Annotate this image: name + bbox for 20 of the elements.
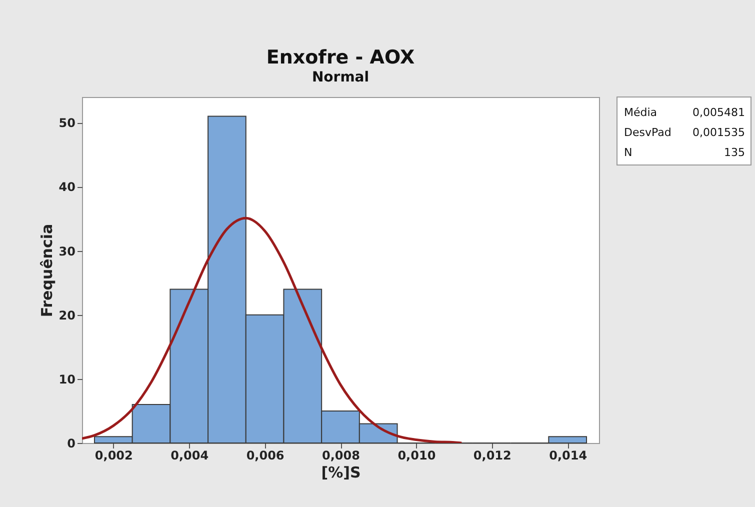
x-tick-label: 0,008 [322,448,360,462]
y-tick-label: 30 [58,244,76,258]
x-tick-label: 0,004 [170,448,209,462]
chart-title: Enxofre - AOX [266,46,415,68]
y-tick-label: 0 [67,436,76,450]
y-tick-label: 10 [58,372,76,386]
text: Média 0,005481 [624,106,745,119]
x-tick-label: 0,006 [246,448,284,462]
x-axis-title: [%]S [321,464,361,482]
x-tick-label: 0,014 [549,448,588,462]
x-tick-label: 0,002 [94,448,133,462]
y-axis-title: Frequência [38,224,56,318]
text: DesvPad 0,001535 [624,126,745,139]
y-tick-label: 50 [58,116,76,130]
x-tick-label: 0,012 [473,448,512,462]
text: N 135 [624,146,745,159]
y-tick-label: 20 [58,308,76,322]
chart-subtitle: Normal [312,70,370,86]
x-tick-label: 0,010 [398,448,436,462]
y-tick-label: 40 [58,180,76,194]
